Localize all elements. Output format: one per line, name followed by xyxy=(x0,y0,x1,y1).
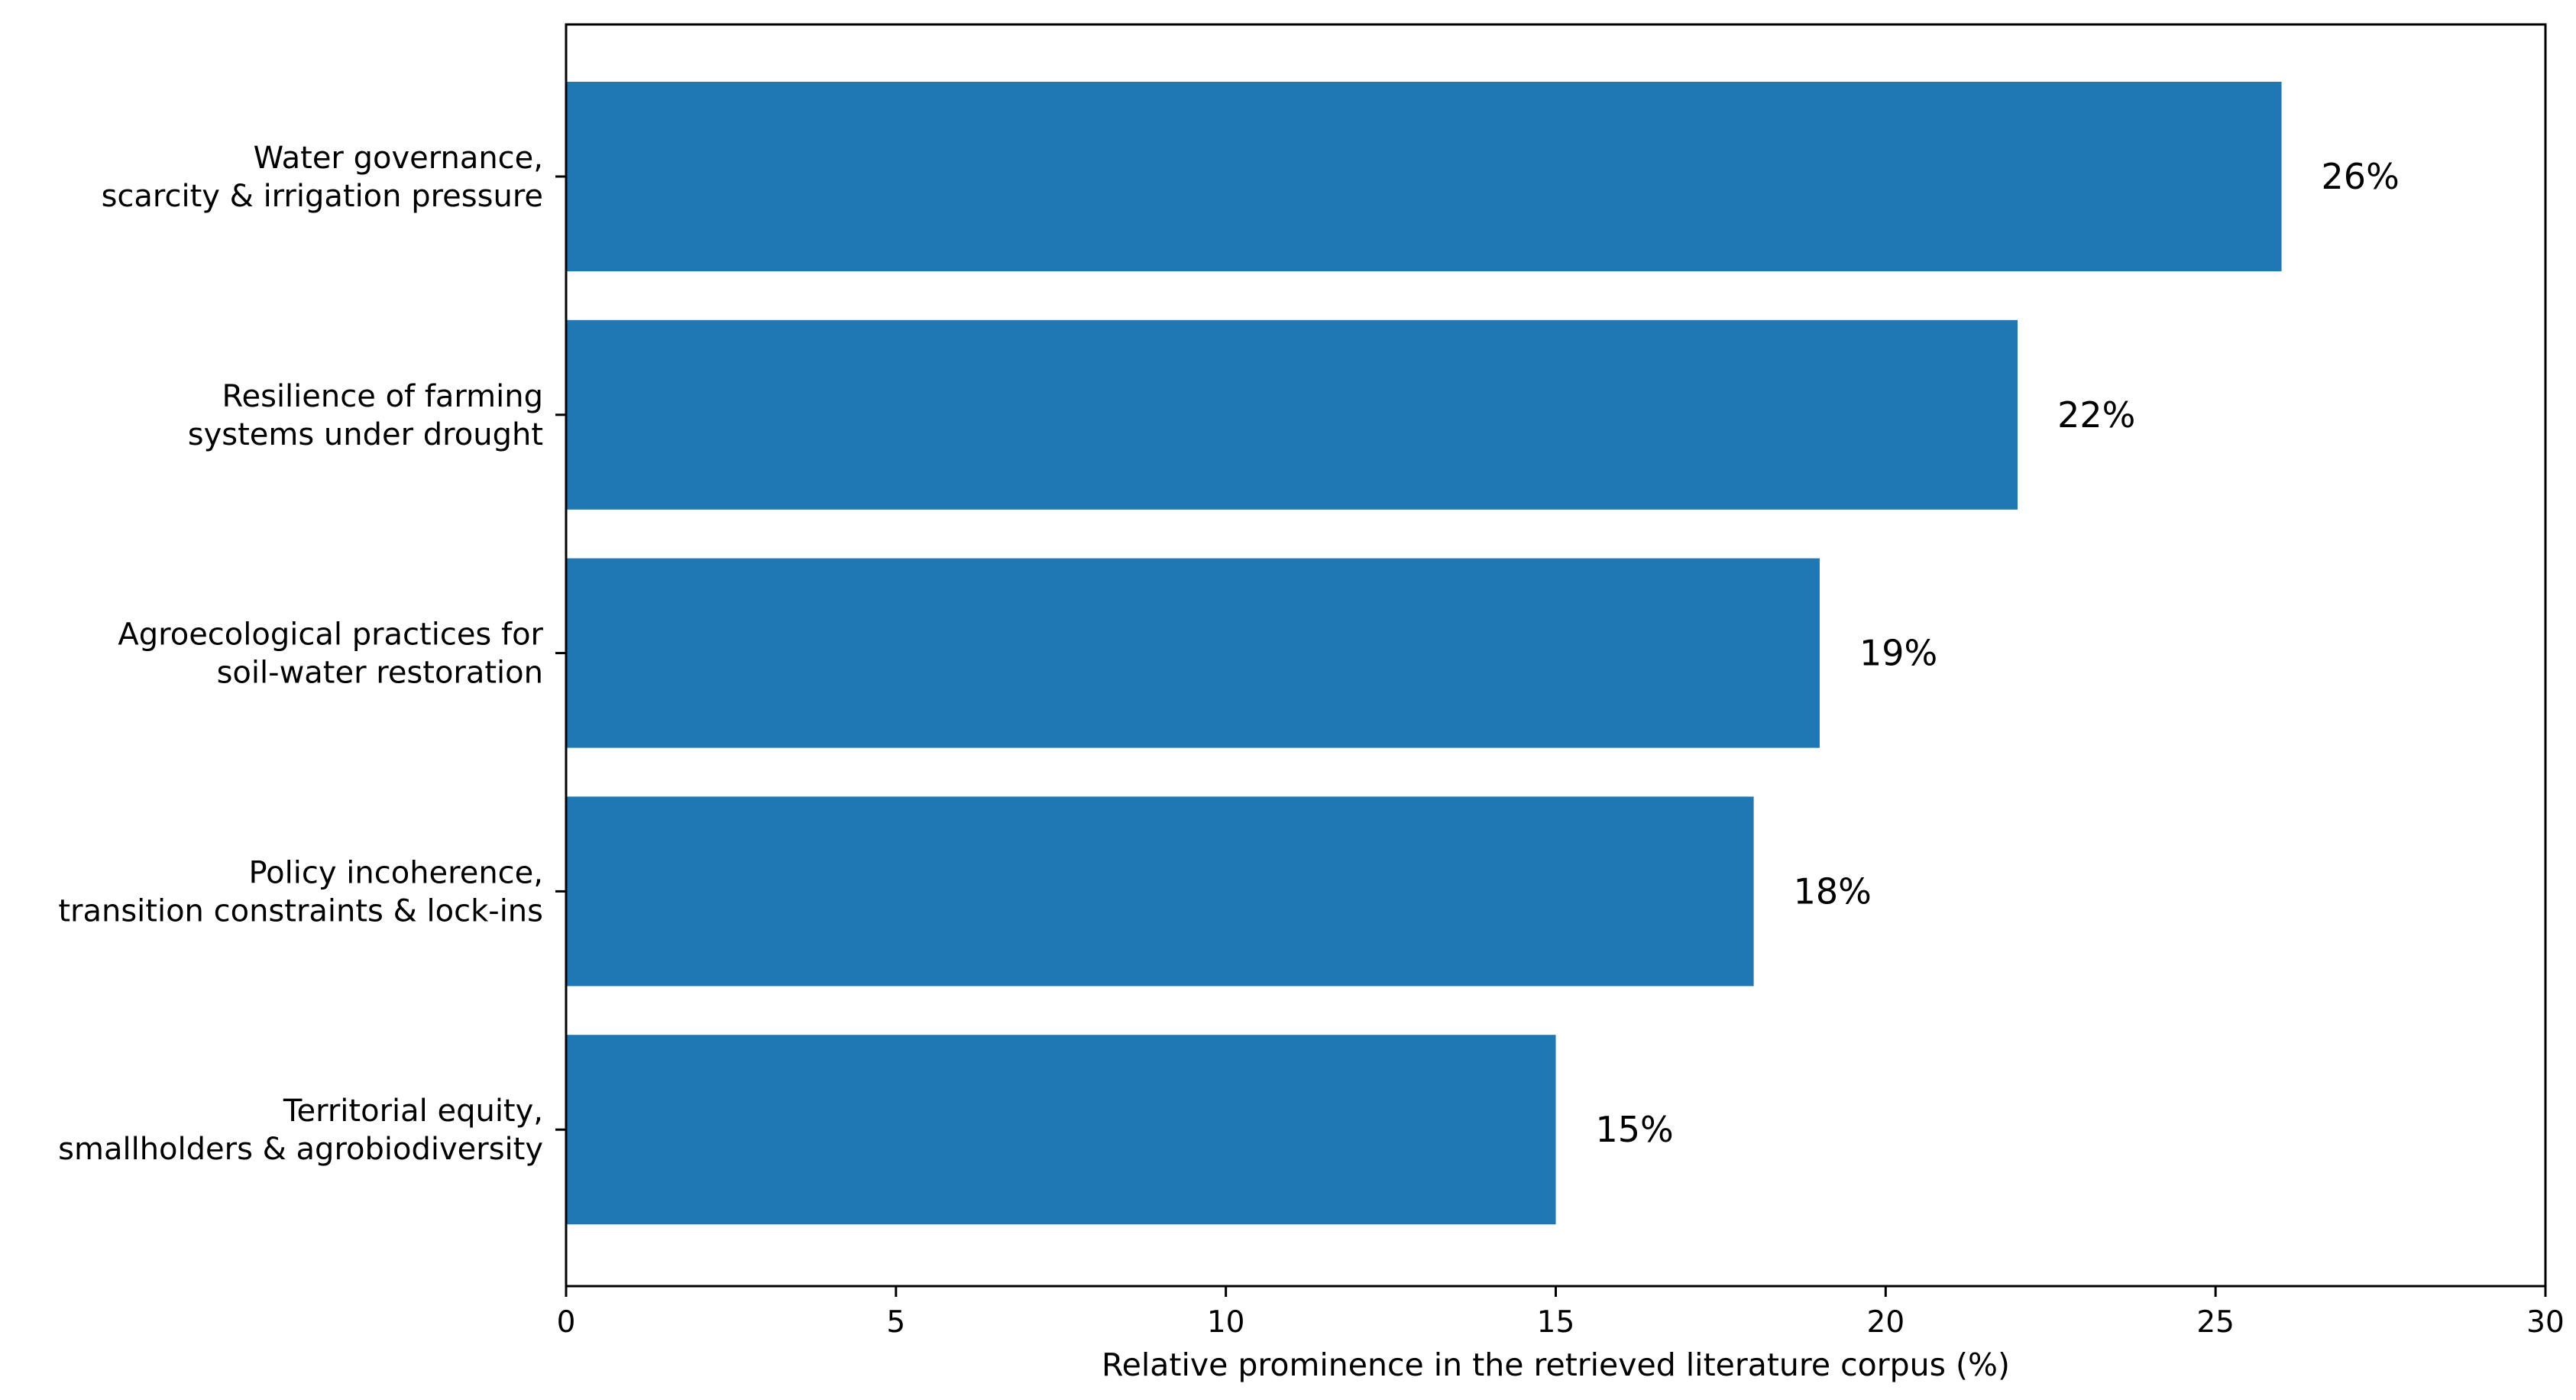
category-label-line: Policy incoherence, xyxy=(248,855,543,890)
bar xyxy=(566,796,1754,987)
x-tick-label: 15 xyxy=(1537,1305,1575,1340)
category-label-line: smallholders & agrobiodiversity xyxy=(58,1132,543,1167)
category-label-line: scarcity & irrigation pressure xyxy=(102,179,543,214)
bar-value-label: 19% xyxy=(1859,633,1937,674)
category-label-line: Agroecological practices for xyxy=(118,617,543,653)
category-label-line: soil-water restoration xyxy=(217,656,543,691)
bar xyxy=(566,558,1820,748)
bar xyxy=(566,82,2282,271)
x-tick-label: 10 xyxy=(1207,1305,1245,1340)
bar-value-label: 26% xyxy=(2322,156,2400,197)
x-tick-label: 0 xyxy=(557,1305,576,1340)
data-labels: 26% 22% 19% 18% 15% xyxy=(1596,156,2400,1150)
category-label-line: Territorial equity, xyxy=(283,1094,543,1129)
category-label: Agroecological practices for soil-water r… xyxy=(118,617,543,691)
bar-value-label: 22% xyxy=(2057,394,2135,436)
category-label: Resilience of farming systems under droug… xyxy=(188,379,543,452)
category-label: Water governance, scarcity & irrigation p… xyxy=(102,141,543,214)
x-tick-label: 20 xyxy=(1867,1305,1905,1340)
x-tick-label: 25 xyxy=(2196,1305,2235,1340)
bars-layer xyxy=(566,82,2282,1225)
category-label: Territorial equity, smallholders & agrobi… xyxy=(58,1094,543,1167)
category-label-line: systems under drought xyxy=(188,417,543,452)
x-axis-ticks: 0 5 10 15 20 25 30 xyxy=(557,1286,2565,1340)
category-label: Policy incoherence, transition constraint… xyxy=(58,855,543,928)
bar-value-label: 15% xyxy=(1596,1109,1674,1150)
bar-value-label: 18% xyxy=(1794,870,1872,912)
bar xyxy=(566,1035,1556,1225)
bar xyxy=(566,319,2018,510)
x-tick-label: 5 xyxy=(886,1305,905,1340)
x-tick-label: 30 xyxy=(2526,1305,2565,1340)
category-label-line: Resilience of farming xyxy=(222,379,544,414)
x-axis-label: Relative prominence in the retrieved lit… xyxy=(1102,1347,2010,1383)
y-axis-ticks: Water governance, scarcity & irrigation p… xyxy=(58,141,566,1167)
category-label-line: transition constraints & lock-ins xyxy=(58,893,543,928)
category-label-line: Water governance, xyxy=(254,141,543,176)
